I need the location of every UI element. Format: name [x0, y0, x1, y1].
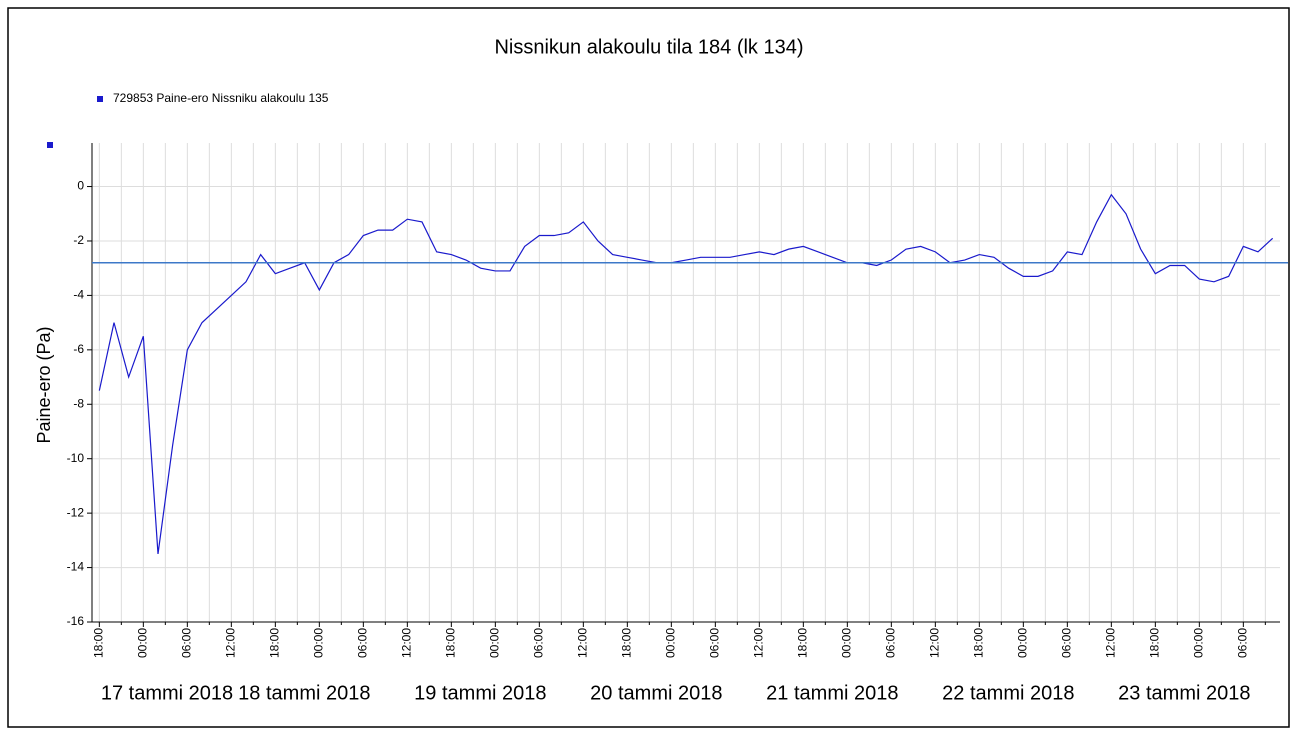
legend-label: 729853 Paine-ero Nissniku alakoulu 135 [113, 91, 329, 105]
y-tick-label: -10 [67, 451, 85, 465]
x-tick-label: 18:00 [444, 628, 458, 658]
x-tick-label: 18:00 [268, 628, 282, 658]
date-label: 19 tammi 2018 [414, 682, 546, 704]
frame [7, 7, 1290, 728]
x-tick-label: 12:00 [928, 628, 942, 658]
date-label: 18 tammi 2018 [238, 682, 370, 704]
x-tick-label: 00:00 [312, 628, 326, 658]
marker-icon [47, 142, 53, 148]
x-tick-label: 06:00 [180, 628, 194, 658]
chart-title: Nissnikun alakoulu tila 184 (lk 134) [494, 36, 803, 58]
x-tick-label: 00:00 [840, 628, 854, 658]
x-tick-label: 00:00 [1016, 628, 1030, 658]
x-tick-label: 06:00 [708, 628, 722, 658]
x-tick-label: 12:00 [752, 628, 766, 658]
x-tick-label: 06:00 [532, 628, 546, 658]
y-tick-label: -4 [73, 288, 84, 302]
x-tick-label: 12:00 [224, 628, 238, 658]
x-tick-label: 00:00 [1192, 628, 1206, 658]
x-tick-label: 18:00 [92, 628, 106, 658]
x-tick-label: 06:00 [1236, 628, 1250, 658]
date-label: 21 tammi 2018 [766, 682, 898, 704]
y-tick-label: -8 [73, 396, 84, 410]
y-axis-label: Paine-ero (Pa) [34, 326, 54, 443]
y-tick-label: -16 [67, 614, 85, 628]
x-tick-label: 12:00 [400, 628, 414, 658]
x-tick-label: 06:00 [356, 628, 370, 658]
series-line [98, 193, 1274, 555]
x-tick-label: 12:00 [576, 628, 590, 658]
x-tick-label: 06:00 [1060, 628, 1074, 658]
y-tick-label: -12 [67, 505, 85, 519]
x-tick-label: 00:00 [136, 628, 150, 658]
x-tick-label: 18:00 [796, 628, 810, 658]
date-label: 20 tammi 2018 [590, 682, 722, 704]
x-tick-label: 18:00 [972, 628, 986, 658]
date-label: 23 tammi 2018 [1118, 682, 1250, 704]
y-tick-label: -6 [73, 342, 84, 356]
date-label: 22 tammi 2018 [942, 682, 1074, 704]
x-tick-label: 00:00 [664, 628, 678, 658]
y-tick-label: 0 [77, 179, 84, 193]
x-tick-label: 06:00 [884, 628, 898, 658]
x-tick-label: 00:00 [488, 628, 502, 658]
x-tick-label: 12:00 [1104, 628, 1118, 658]
date-label: 17 tammi 2018 [101, 682, 233, 704]
x-tick-label: 18:00 [620, 628, 634, 658]
legend-swatch [97, 96, 103, 102]
x-tick-label: 18:00 [1148, 628, 1162, 658]
y-tick-label: -2 [73, 233, 84, 247]
y-tick-label: -14 [67, 560, 85, 574]
